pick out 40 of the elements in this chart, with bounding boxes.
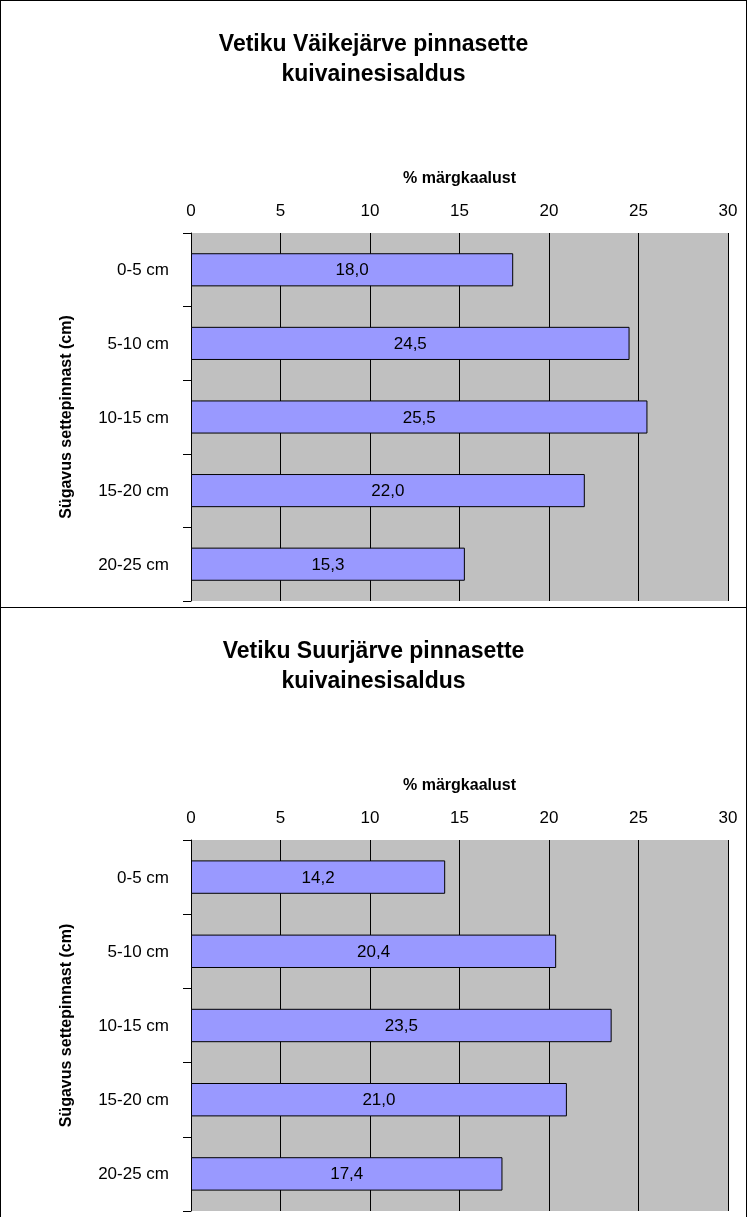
- x-tick-label: 20: [539, 808, 559, 827]
- x-tick-label: 25: [629, 808, 648, 827]
- data-label: 23,5: [384, 1016, 418, 1035]
- y-axis-title: Sügavus settepinnast (cm): [56, 315, 74, 519]
- y-axis-title: Sügavus settepinnast (cm): [56, 923, 74, 1128]
- data-label: 18,0: [335, 260, 369, 280]
- x-tick-label: 5: [275, 808, 286, 827]
- y-tick-label: 0-5 cm: [117, 260, 169, 280]
- y-tick-label: 10-15 cm: [98, 1016, 169, 1035]
- y-tick-label: 15-20 cm: [98, 481, 169, 501]
- data-label: 14,2: [301, 867, 335, 887]
- data-label: 24,5: [393, 333, 427, 353]
- x-tick-label: 10: [360, 201, 380, 220]
- x-tick-label: 30: [718, 808, 738, 827]
- x-tick-label: 15: [450, 201, 469, 220]
- data-label: 15,3: [311, 554, 345, 574]
- x-tick-label: 20: [539, 201, 559, 220]
- x-axis-title: % märgkaalust: [403, 775, 517, 793]
- data-label: 17,4: [330, 1164, 364, 1184]
- y-tick-label: 20-25 cm: [98, 554, 169, 574]
- y-tick-label: 5-10 cm: [107, 941, 169, 961]
- data-label: 21,0: [362, 1090, 396, 1110]
- x-tick-label: 0: [186, 201, 196, 220]
- y-tick-label: 20-25 cm: [98, 1164, 169, 1184]
- x-tick-label: 0: [186, 808, 196, 827]
- y-tick-label: 0-5 cm: [117, 867, 169, 887]
- y-tick-label: 15-20 cm: [98, 1090, 169, 1110]
- x-axis-title: % märgkaalust: [403, 168, 517, 186]
- x-tick-label: 15: [450, 808, 469, 827]
- x-tick-label: 5: [275, 201, 286, 220]
- x-tick-label: 10: [360, 808, 380, 827]
- chart-title: Vetiku Väikejärve pinnasette kuivainesisaldus: [218, 30, 529, 86]
- x-tick-label: 30: [718, 201, 738, 220]
- data-label: 20,4: [357, 941, 391, 961]
- y-tick-label: 10-15 cm: [98, 407, 169, 427]
- data-label: 22,0: [371, 481, 405, 501]
- x-tick-label: 25: [629, 201, 648, 220]
- data-label: 25,5: [402, 407, 436, 427]
- y-tick-label: 5-10 cm: [107, 333, 169, 353]
- chart-title: Vetiku Suurjärve pinnasette kuivainesisaldus: [222, 637, 525, 693]
